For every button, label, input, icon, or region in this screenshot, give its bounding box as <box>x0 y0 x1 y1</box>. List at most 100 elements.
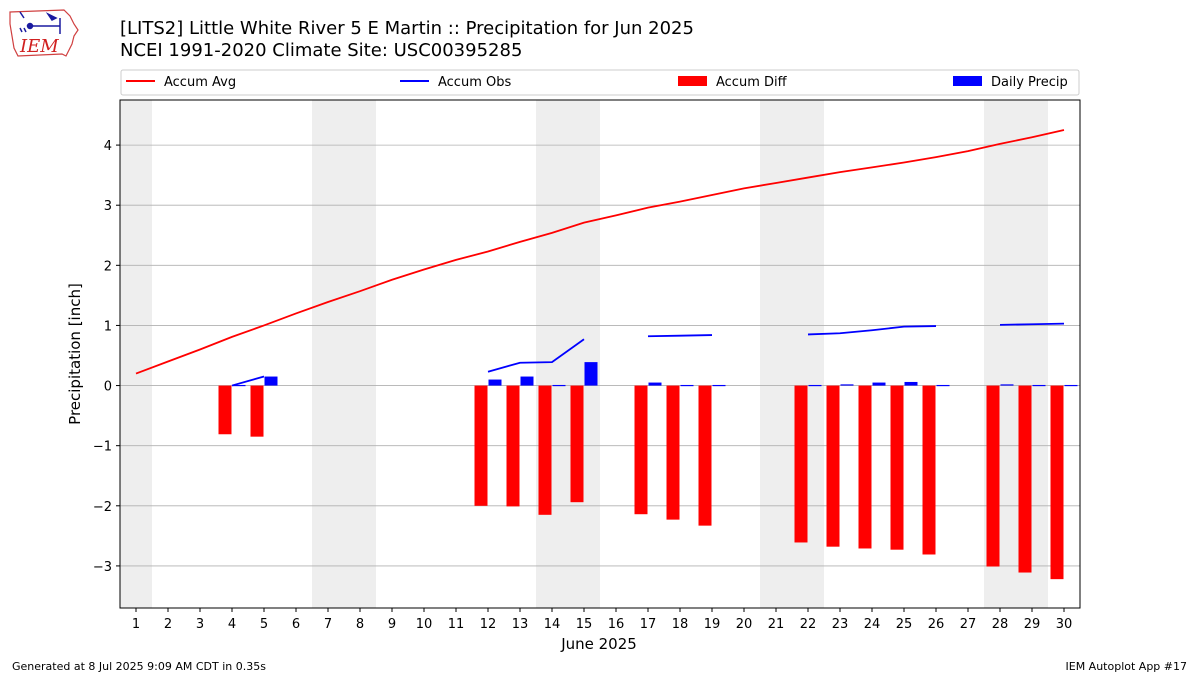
daily-precip-bar-day-26 <box>936 384 950 387</box>
ytick-label-1: −2 <box>93 500 112 515</box>
weekend-shade-0 <box>120 100 152 608</box>
accum-diff-bar-day-28 <box>986 385 1000 567</box>
legend-label-accum-avg: Accum Avg <box>164 75 236 90</box>
accum-diff-bar-day-19 <box>698 385 712 526</box>
weather-station-icon <box>19 11 61 34</box>
logo-text: IEM <box>19 36 59 57</box>
xtick-label-14: 14 <box>544 617 561 632</box>
xtick-label-20: 20 <box>736 617 753 632</box>
ytick-label-7: 4 <box>104 139 112 154</box>
accum-avg-line-segment-0 <box>135 129 1065 375</box>
xtick-label-25: 25 <box>896 617 913 632</box>
xtick-label-17: 17 <box>640 617 657 632</box>
ytick-label-4: 1 <box>104 319 112 334</box>
ytick-label-3: 0 <box>104 380 112 395</box>
daily-precip-bar-day-30 <box>1064 384 1078 387</box>
daily-precip-bar-day-14 <box>552 384 566 387</box>
xtick-label-18: 18 <box>672 617 689 632</box>
accum-obs-line-segment-3 <box>807 325 937 336</box>
xtick-label-22: 22 <box>800 617 817 632</box>
xtick-label-23: 23 <box>832 617 849 632</box>
legend-swatch-daily-precip <box>953 76 982 86</box>
weekend-shade-2 <box>536 100 600 608</box>
daily-precip-bar-day-18 <box>680 384 694 387</box>
daily-precip-bar-day-17 <box>648 382 662 386</box>
xtick-label-2: 2 <box>164 617 172 632</box>
daily-precip-bar-day-15 <box>584 362 598 386</box>
daily-precip-bar-day-25 <box>904 381 918 386</box>
xtick-label-21: 21 <box>768 617 785 632</box>
app-label: IEM Autoplot App #17 <box>1065 660 1188 673</box>
ytick-label-5: 2 <box>104 259 112 274</box>
daily-precip-bar-day-29 <box>1032 384 1046 387</box>
xtick-label-13: 13 <box>512 617 529 632</box>
accum-diff-bar-day-18 <box>666 385 680 520</box>
xtick-label-19: 19 <box>704 617 721 632</box>
legend-box <box>120 69 1080 96</box>
xtick-label-12: 12 <box>480 617 497 632</box>
accum-diff-bar-day-15 <box>570 385 584 503</box>
generated-timestamp: Generated at 8 Jul 2025 9:09 AM CDT in 0… <box>12 660 266 673</box>
xtick-label-10: 10 <box>416 617 433 632</box>
y-axis-label: Precipitation [inch] <box>66 283 84 425</box>
xtick-label-1: 1 <box>132 617 140 632</box>
accum-diff-bar-day-29 <box>1018 385 1032 573</box>
xtick-label-28: 28 <box>992 617 1009 632</box>
ytick-label-0: −3 <box>93 560 112 575</box>
accum-diff-bar-day-4 <box>218 385 232 435</box>
iowa-outline-icon <box>9 9 79 57</box>
accum-diff-bar-day-14 <box>538 385 552 515</box>
accum-diff-bar-day-23 <box>826 385 840 547</box>
legend-label-accum-obs: Accum Obs <box>438 75 511 90</box>
plot-frame <box>119 99 1081 609</box>
daily-precip-bar-day-22 <box>808 384 822 387</box>
xtick-label-24: 24 <box>864 617 881 632</box>
accum-diff-bar-day-22 <box>794 385 808 543</box>
daily-precip-bar-day-5 <box>264 376 278 386</box>
accum-diff-bar-day-13 <box>506 385 520 507</box>
xtick-label-3: 3 <box>196 617 204 632</box>
xtick-label-5: 5 <box>260 617 268 632</box>
xtick-label-9: 9 <box>388 617 396 632</box>
daily-precip-bar-day-24 <box>872 382 886 386</box>
accum-diff-bar-day-25 <box>890 385 904 550</box>
accum-diff-bar-day-12 <box>474 385 488 506</box>
ytick-label-2: −1 <box>93 440 112 455</box>
xtick-label-7: 7 <box>324 617 332 632</box>
accum-diff-bar-day-24 <box>858 385 872 549</box>
xtick-label-15: 15 <box>576 617 593 632</box>
xtick-label-26: 26 <box>928 617 945 632</box>
accum-obs-line-segment-0 <box>231 375 265 387</box>
chart-title: [LITS2] Little White River 5 E Martin ::… <box>120 18 694 62</box>
daily-precip-bar-day-12 <box>488 379 502 386</box>
accum-obs-line-segment-2 <box>647 334 713 338</box>
legend-swatch-accum-diff <box>678 76 707 86</box>
xtick-label-4: 4 <box>228 617 236 632</box>
title-line-2: NCEI 1991-2020 Climate Site: USC00395285 <box>120 40 523 61</box>
accum-diff-bar-day-17 <box>634 385 648 515</box>
daily-precip-bar-day-28 <box>1000 384 1014 386</box>
legend-label-daily-precip: Daily Precip <box>991 75 1068 90</box>
xtick-label-11: 11 <box>448 617 465 632</box>
daily-precip-bar-day-4 <box>232 384 246 387</box>
xtick-label-27: 27 <box>960 617 977 632</box>
accum-diff-bar-day-26 <box>922 385 936 555</box>
legend-label-accum-diff: Accum Diff <box>716 75 788 90</box>
iem-logo: IEM <box>9 9 79 57</box>
xtick-label-30: 30 <box>1056 617 1073 632</box>
daily-precip-bar-day-23 <box>840 384 854 386</box>
accum-diff-bar-day-5 <box>250 385 264 437</box>
xtick-label-29: 29 <box>1024 617 1041 632</box>
ytick-label-6: 3 <box>104 199 112 214</box>
weekend-shade-1 <box>312 100 376 608</box>
daily-precip-bar-day-13 <box>520 376 534 386</box>
accum-obs-line-segment-4 <box>999 322 1065 326</box>
accum-obs-line-segment-1 <box>487 338 585 373</box>
x-axis-label: June 2025 <box>560 635 637 653</box>
xtick-label-8: 8 <box>356 617 364 632</box>
daily-precip-bar-day-19 <box>712 384 726 387</box>
xtick-label-6: 6 <box>292 617 300 632</box>
title-line-1: [LITS2] Little White River 5 E Martin ::… <box>120 18 694 39</box>
xtick-label-16: 16 <box>608 617 625 632</box>
